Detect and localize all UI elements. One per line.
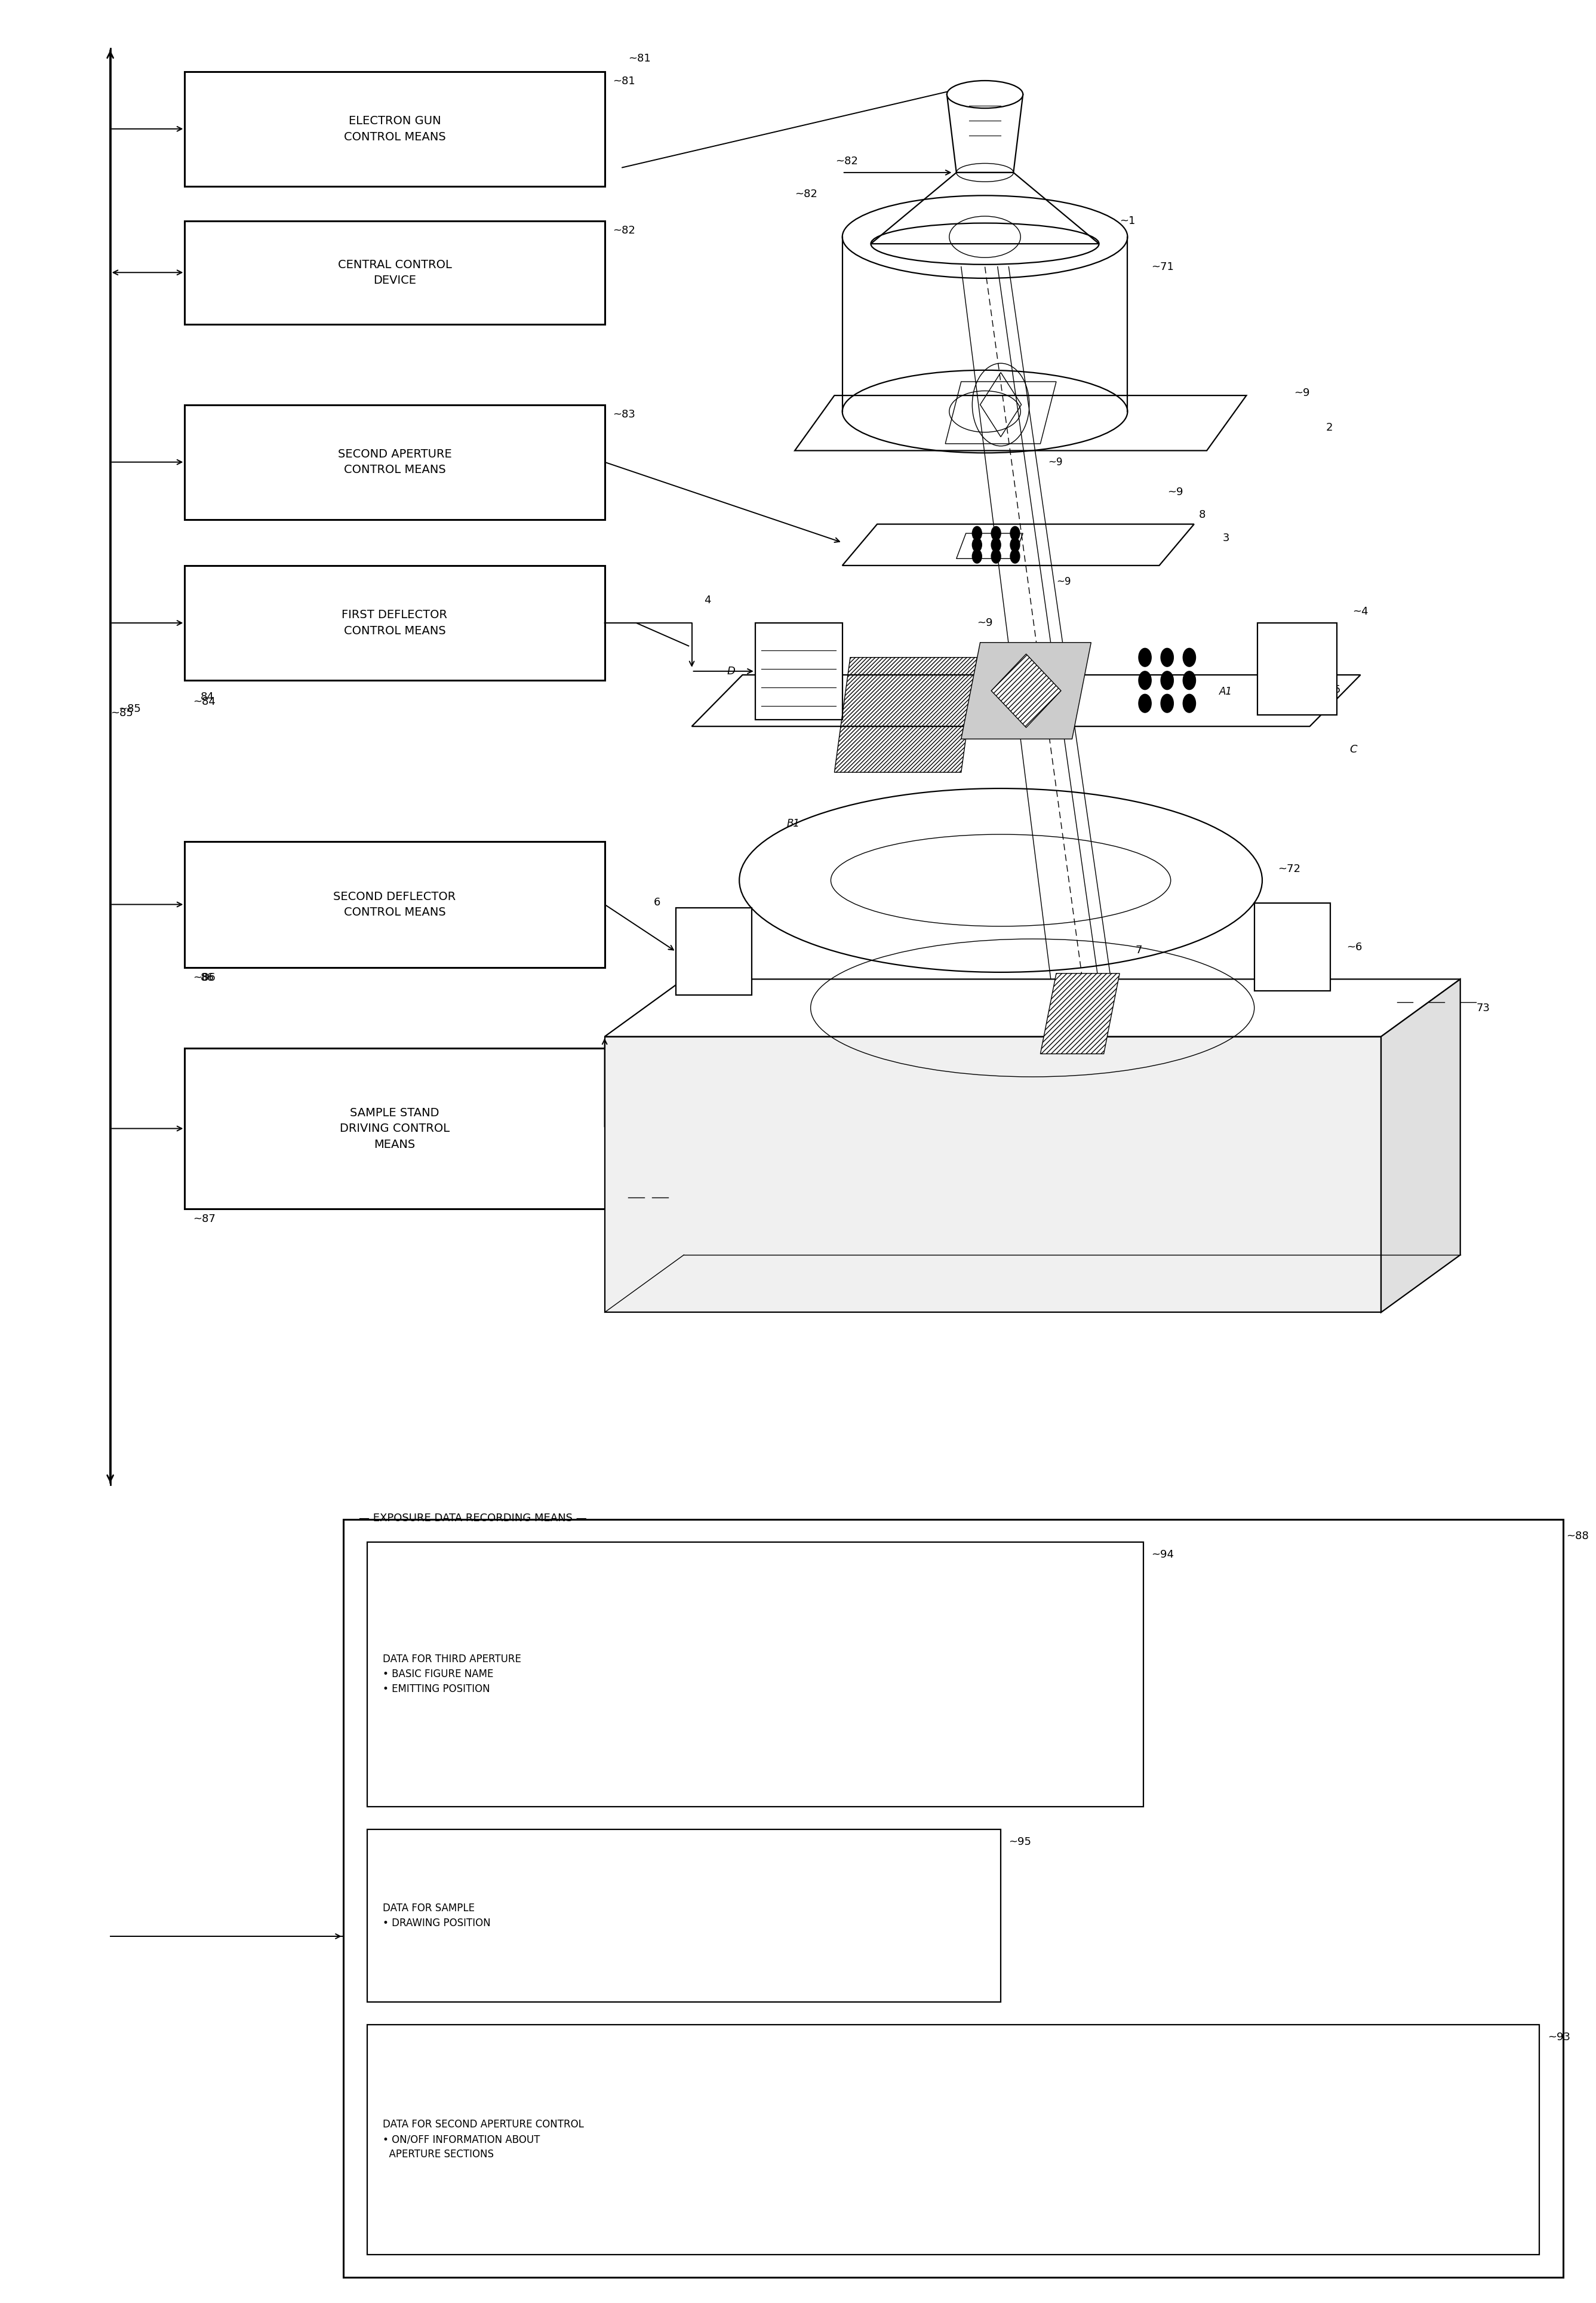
Text: 86: 86 bbox=[201, 972, 214, 983]
Text: ~81: ~81 bbox=[629, 53, 651, 64]
Text: FIRST DEFLECTOR
CONTROL MEANS: FIRST DEFLECTOR CONTROL MEANS bbox=[342, 610, 447, 636]
Text: 2: 2 bbox=[1326, 421, 1333, 433]
Text: ~82: ~82 bbox=[836, 157, 859, 166]
Circle shape bbox=[1183, 670, 1195, 689]
Text: ~84: ~84 bbox=[193, 696, 215, 707]
Text: SECOND DEFLECTOR
CONTROL MEANS: SECOND DEFLECTOR CONTROL MEANS bbox=[334, 891, 456, 919]
Text: ~82: ~82 bbox=[613, 226, 635, 237]
Text: DATA FOR SECOND APERTURE CONTROL
• ON/OFF INFORMATION ABOUT
  APERTURE SECTIONS: DATA FOR SECOND APERTURE CONTROL • ON/OF… bbox=[383, 2119, 584, 2160]
Text: 87: 87 bbox=[613, 1110, 626, 1122]
Bar bbox=[677, 907, 752, 995]
Bar bbox=[185, 1048, 605, 1209]
Circle shape bbox=[991, 550, 1001, 564]
Bar bbox=[1254, 903, 1331, 990]
Polygon shape bbox=[961, 643, 1092, 739]
Ellipse shape bbox=[946, 81, 1023, 108]
Text: ~4: ~4 bbox=[1352, 606, 1368, 617]
Bar bbox=[185, 221, 605, 325]
Polygon shape bbox=[1041, 974, 1120, 1055]
Bar bbox=[367, 2024, 1540, 2255]
Text: 7: 7 bbox=[1135, 944, 1143, 956]
Text: SECOND APERTURE
CONTROL MEANS: SECOND APERTURE CONTROL MEANS bbox=[338, 449, 452, 477]
Bar bbox=[343, 1520, 1564, 2278]
Circle shape bbox=[1138, 670, 1151, 689]
Text: 84: 84 bbox=[201, 691, 214, 702]
Text: ~82: ~82 bbox=[795, 189, 817, 200]
Text: ~9: ~9 bbox=[1049, 456, 1063, 468]
Text: ~93: ~93 bbox=[1548, 2031, 1570, 2043]
Bar bbox=[185, 841, 605, 967]
Text: ~6: ~6 bbox=[1345, 942, 1361, 953]
Text: A1: A1 bbox=[1219, 686, 1232, 698]
Text: ~85: ~85 bbox=[118, 702, 140, 714]
Text: DATA FOR SAMPLE
• DRAWING POSITION: DATA FOR SAMPLE • DRAWING POSITION bbox=[383, 1902, 490, 1928]
Text: ~81: ~81 bbox=[613, 76, 635, 88]
Polygon shape bbox=[991, 654, 1061, 728]
Circle shape bbox=[1010, 539, 1020, 553]
Circle shape bbox=[1138, 647, 1151, 666]
Bar bbox=[185, 71, 605, 187]
Bar bbox=[367, 1543, 1143, 1806]
Circle shape bbox=[1138, 693, 1151, 712]
Text: 5: 5 bbox=[1334, 684, 1341, 696]
Bar bbox=[185, 567, 605, 679]
Text: 8: 8 bbox=[1199, 509, 1205, 520]
Polygon shape bbox=[605, 979, 1460, 1036]
Circle shape bbox=[1010, 527, 1020, 541]
Polygon shape bbox=[605, 1036, 1381, 1313]
Text: 9: 9 bbox=[1041, 979, 1047, 988]
Text: ~94: ~94 bbox=[1151, 1550, 1175, 1559]
Text: CENTRAL CONTROL
DEVICE: CENTRAL CONTROL DEVICE bbox=[338, 258, 452, 286]
Circle shape bbox=[1010, 550, 1020, 564]
Circle shape bbox=[1183, 693, 1195, 712]
Text: — EXPOSURE DATA RECORDING MEANS —: — EXPOSURE DATA RECORDING MEANS — bbox=[359, 1513, 587, 1525]
Bar bbox=[367, 1829, 1001, 2001]
Text: D: D bbox=[728, 666, 736, 677]
Text: ~87: ~87 bbox=[193, 1214, 215, 1225]
Text: 3: 3 bbox=[1223, 532, 1229, 544]
Polygon shape bbox=[1381, 979, 1460, 1313]
Bar bbox=[185, 405, 605, 520]
Text: 73: 73 bbox=[1476, 1002, 1489, 1013]
Text: ~9: ~9 bbox=[1167, 486, 1183, 497]
Text: ~72: ~72 bbox=[1278, 864, 1301, 875]
Text: ~9: ~9 bbox=[1057, 576, 1071, 587]
Text: ELECTRON GUN
CONTROL MEANS: ELECTRON GUN CONTROL MEANS bbox=[343, 115, 445, 143]
Circle shape bbox=[1183, 647, 1195, 666]
Circle shape bbox=[972, 550, 982, 564]
Bar bbox=[755, 622, 843, 719]
Text: ~88: ~88 bbox=[1566, 1531, 1590, 1541]
Circle shape bbox=[972, 527, 982, 541]
Text: ~86: ~86 bbox=[193, 972, 215, 983]
Circle shape bbox=[972, 539, 982, 553]
Text: ~95: ~95 bbox=[1009, 1835, 1031, 1847]
Circle shape bbox=[991, 527, 1001, 541]
Text: DATA FOR THIRD APERTURE
• BASIC FIGURE NAME
• EMITTING POSITION: DATA FOR THIRD APERTURE • BASIC FIGURE N… bbox=[383, 1654, 522, 1695]
Bar bbox=[1258, 622, 1337, 714]
Text: B1: B1 bbox=[787, 818, 800, 829]
Text: ~9: ~9 bbox=[977, 617, 993, 629]
Text: ~83: ~83 bbox=[613, 410, 635, 419]
Circle shape bbox=[1160, 670, 1173, 689]
Text: ~71: ~71 bbox=[1151, 260, 1175, 272]
Text: SAMPLE STAND
DRIVING CONTROL
MEANS: SAMPLE STAND DRIVING CONTROL MEANS bbox=[340, 1108, 450, 1149]
Circle shape bbox=[1160, 647, 1173, 666]
Text: ~85: ~85 bbox=[110, 707, 132, 719]
Text: 6: 6 bbox=[653, 898, 661, 907]
Text: C: C bbox=[1349, 744, 1357, 755]
Text: ~1: ~1 bbox=[1120, 216, 1135, 226]
Circle shape bbox=[991, 539, 1001, 553]
Text: 4: 4 bbox=[704, 594, 712, 606]
Text: ~9: ~9 bbox=[1294, 387, 1310, 398]
Circle shape bbox=[1160, 693, 1173, 712]
